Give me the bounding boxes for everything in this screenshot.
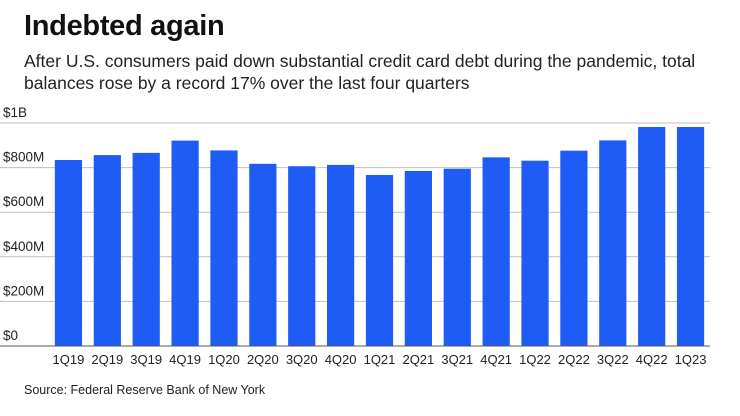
chart-subtitle: After U.S. consumers paid down substanti… bbox=[24, 51, 696, 93]
y-tick-label: $0 bbox=[3, 328, 18, 343]
bar-2Q22 bbox=[560, 150, 588, 346]
bar-4Q21 bbox=[482, 157, 510, 346]
y-tick-label: $800M bbox=[3, 150, 44, 165]
x-tick-label: 3Q22 bbox=[597, 352, 629, 367]
bar-1Q22 bbox=[521, 160, 549, 346]
x-tick-label: 3Q20 bbox=[286, 352, 318, 367]
y-tick-label: $400M bbox=[3, 239, 44, 254]
x-tick-label: 1Q19 bbox=[53, 352, 85, 367]
x-tick-label: 2Q21 bbox=[402, 352, 434, 367]
bar-chart: $0 $200M $400M $600M $800M $1B 1Q19 2Q19 3Q19 4Q… bbox=[0, 105, 710, 367]
x-tick-label: 2Q22 bbox=[558, 352, 590, 367]
bar-3Q19 bbox=[132, 152, 160, 346]
x-tick-label: 1Q20 bbox=[208, 352, 240, 367]
bars bbox=[54, 127, 705, 346]
x-tick-label: 4Q19 bbox=[169, 352, 201, 367]
x-tick-label: 1Q22 bbox=[519, 352, 551, 367]
x-tick-label: 2Q20 bbox=[247, 352, 279, 367]
bar-2Q19 bbox=[93, 155, 121, 346]
bar-4Q22 bbox=[638, 127, 666, 346]
bar-4Q19 bbox=[171, 140, 199, 346]
bar-1Q20 bbox=[210, 150, 238, 346]
source-note: Source: Federal Reserve Bank of New York bbox=[24, 383, 266, 397]
bar-2Q21 bbox=[404, 170, 432, 346]
x-tick-label: 4Q22 bbox=[636, 352, 668, 367]
y-tick-label: $1B bbox=[3, 105, 27, 120]
y-tick-label: $200M bbox=[3, 283, 44, 298]
x-tick-label: 3Q19 bbox=[130, 352, 162, 367]
x-tick-label: 4Q21 bbox=[480, 352, 512, 367]
x-tick-label: 2Q19 bbox=[91, 352, 123, 367]
bar-1Q23 bbox=[676, 127, 705, 346]
x-tick-label: 3Q21 bbox=[441, 352, 473, 367]
bar-1Q21 bbox=[365, 174, 394, 346]
chart-title: Indebted again bbox=[24, 10, 225, 42]
bar-2Q20 bbox=[249, 163, 277, 346]
x-axis-ticks: 1Q19 2Q19 3Q19 4Q19 1Q20 2Q20 3Q20 4Q20 1Q21 2Q21… bbox=[53, 352, 707, 367]
x-tick-label: 4Q20 bbox=[325, 352, 357, 367]
x-tick-label: 1Q21 bbox=[364, 352, 396, 367]
x-tick-label: 1Q23 bbox=[675, 352, 707, 367]
bar-3Q20 bbox=[288, 166, 316, 346]
bar-1Q19 bbox=[54, 160, 83, 346]
bar-3Q21 bbox=[443, 168, 471, 346]
y-axis-ticks: $0 $200M $400M $600M $800M $1B bbox=[3, 105, 44, 343]
bar-4Q20 bbox=[327, 164, 355, 346]
bar-3Q22 bbox=[599, 140, 627, 346]
y-tick-label: $600M bbox=[3, 194, 44, 209]
